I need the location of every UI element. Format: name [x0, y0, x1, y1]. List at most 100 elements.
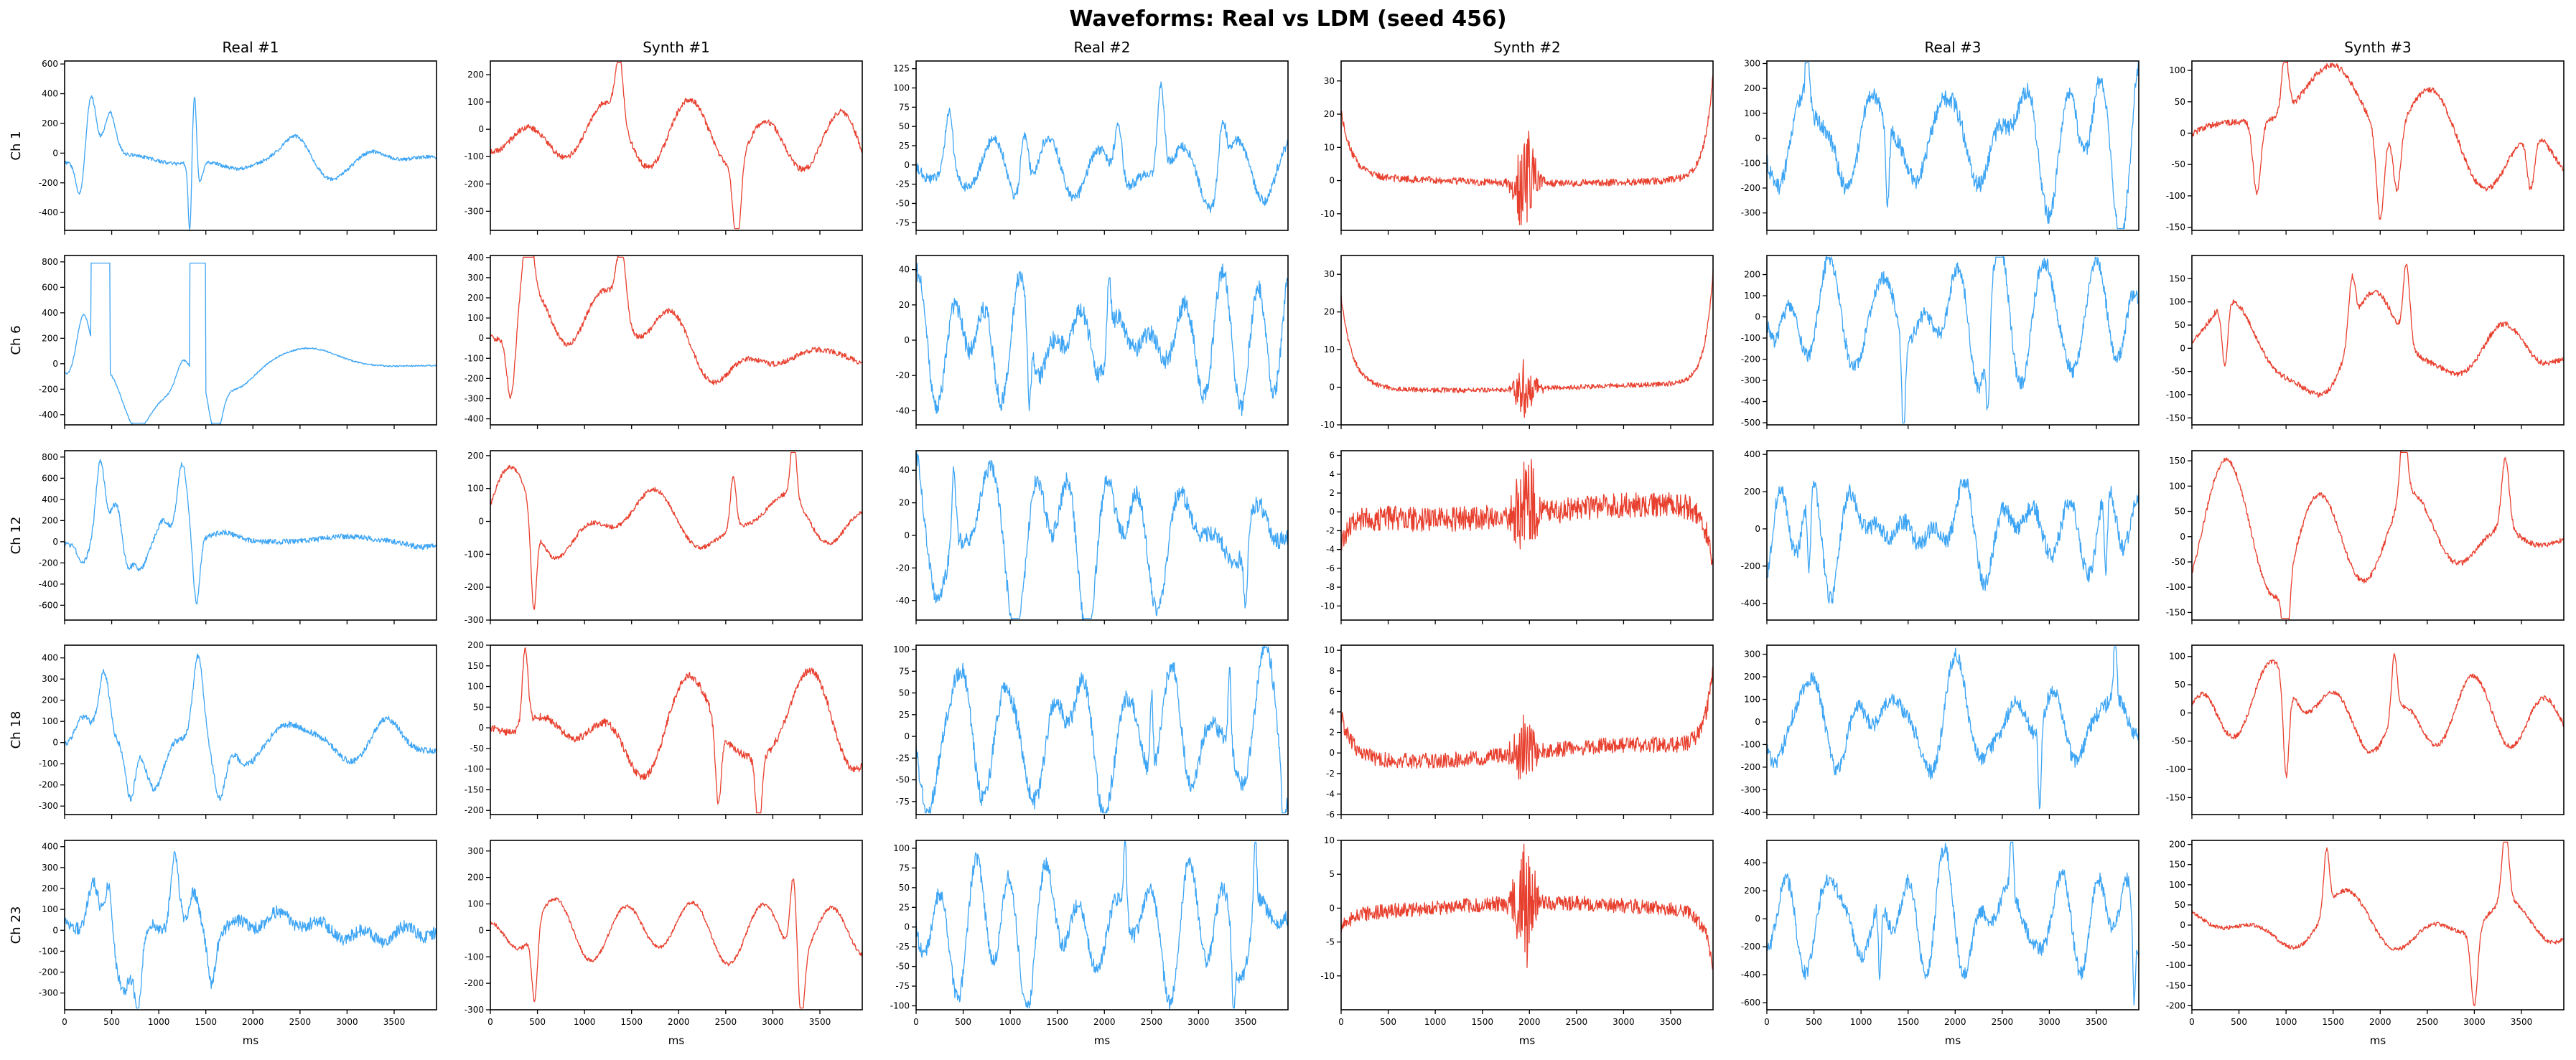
- y-tick-label: 300: [1744, 58, 1760, 68]
- synth-waveform-line: [1340, 459, 1714, 566]
- x-tick-label: 500: [2231, 1017, 2247, 1027]
- axes-frame: [1766, 60, 2139, 231]
- real-waveform-line: [915, 644, 1289, 814]
- y-tick-label: 200: [42, 118, 58, 128]
- y-tick-label: 2: [1329, 488, 1335, 498]
- figure-title: Waveforms: Real vs LDM (seed 456): [1069, 6, 1506, 32]
- subplot: -75 -50 -25 0 25 50 75 100 125: [893, 60, 1289, 235]
- y-tick-label: -300: [1741, 208, 1760, 218]
- y-tick-label: -600: [1741, 998, 1760, 1008]
- subplot: -10 0 10 20 30: [1320, 255, 1714, 430]
- y-tick-label: 100: [467, 899, 484, 909]
- y-tick-label: -200: [39, 780, 58, 790]
- x-tick-label: 0: [913, 1017, 919, 1027]
- y-tick-label: -200: [39, 967, 58, 977]
- y-tick-label: 10: [1324, 835, 1335, 845]
- y-tick-label: 50: [2175, 320, 2185, 330]
- y-tick-label: -300: [1741, 784, 1760, 794]
- x-tick-label: 500: [529, 1017, 546, 1027]
- x-tick-label: 0: [1764, 1017, 1770, 1027]
- synth-waveform-line: [1340, 843, 1714, 970]
- x-tick-label: 1000: [148, 1017, 170, 1027]
- y-tick-label: -50: [2171, 557, 2185, 567]
- y-tick-label: 0: [1329, 176, 1335, 186]
- y-tick-label: 150: [2169, 456, 2185, 466]
- x-tick-label: 1500: [1897, 1017, 1919, 1027]
- y-tick-label: -400: [1741, 397, 1760, 407]
- y-tick-label: 25: [899, 902, 910, 912]
- y-tick-label: 200: [1744, 886, 1760, 896]
- x-tick-label: 3500: [2086, 1017, 2108, 1027]
- y-tick-label: 150: [467, 661, 484, 671]
- y-tick-label: 0: [904, 160, 910, 170]
- subplot: -300 -200 -100 0 100 200: [465, 60, 863, 235]
- x-tick-label: 2000: [1944, 1017, 1966, 1027]
- x-tick-label: 0: [2189, 1017, 2195, 1027]
- x-tick-label: 1500: [1471, 1017, 1493, 1027]
- y-tick-label: 100: [467, 682, 484, 692]
- column-title: Real #2: [1074, 39, 1131, 56]
- y-tick-label: -100: [2166, 191, 2185, 201]
- y-tick-label: 20: [899, 300, 910, 310]
- y-tick-label: 0: [2180, 343, 2185, 353]
- y-tick-label: 125: [893, 64, 910, 74]
- axes-frame: [490, 255, 863, 426]
- axes-frame: [1340, 840, 1714, 1010]
- x-tick-label: 2000: [1518, 1017, 1541, 1027]
- column-title: Real #1: [223, 39, 279, 56]
- y-tick-label: -8: [1326, 582, 1335, 592]
- y-tick-label: 75: [899, 102, 910, 112]
- y-tick-label: 600: [42, 473, 58, 483]
- y-tick-label: 6: [1329, 451, 1335, 461]
- y-tick-label: -200: [1741, 355, 1760, 365]
- y-tick-label: 30: [1324, 76, 1335, 86]
- y-tick-label: -200: [465, 978, 484, 988]
- y-tick-label: -10: [1320, 420, 1335, 430]
- axes-frame: [64, 644, 437, 815]
- x-tick-label: 1000: [574, 1017, 596, 1027]
- x-tick-label: 0: [1338, 1017, 1344, 1027]
- real-waveform-line: [915, 840, 1289, 1010]
- y-tick-label: -100: [465, 353, 484, 363]
- y-tick-label: -25: [895, 942, 910, 952]
- row-label: Ch 18: [9, 711, 24, 749]
- y-tick-label: -200: [1741, 561, 1760, 571]
- y-tick-label: 4: [1329, 469, 1335, 479]
- y-tick-label: 40: [899, 265, 910, 275]
- axes-frame: [64, 255, 437, 426]
- y-tick-label: -100: [1741, 158, 1760, 168]
- y-tick-label: -200: [465, 373, 484, 383]
- y-tick-label: 0: [1329, 383, 1335, 393]
- y-tick-label: -100: [2166, 582, 2185, 592]
- y-tick-label: 200: [42, 333, 58, 343]
- y-tick-label: 200: [467, 70, 484, 80]
- synth-waveform-line: [1340, 666, 1714, 780]
- y-tick-label: -4: [1326, 545, 1335, 555]
- subplot: -500 -400 -300 -200 -100 0 100 200: [1741, 255, 2139, 429]
- y-tick-label: 0: [478, 925, 484, 935]
- axes-frame: [1340, 60, 1714, 231]
- y-tick-label: 400: [1744, 449, 1760, 459]
- subplot: -40 -20 0 20 40: [895, 450, 1289, 624]
- subplot: -6 -4 -2 0 2 4 6 8 10: [1324, 644, 1714, 820]
- y-tick-label: 100: [2169, 65, 2185, 75]
- y-tick-label: 0: [1755, 914, 1760, 924]
- subplot: -400 -300 -200 -100 0 100 200 300: [1741, 644, 2139, 819]
- x-tick-label: 2500: [289, 1017, 312, 1027]
- x-tick-label: 2000: [242, 1017, 264, 1027]
- x-tick-label: 3500: [383, 1017, 406, 1027]
- y-tick-label: 0: [904, 922, 910, 932]
- y-tick-label: 50: [473, 702, 484, 712]
- y-tick-label: 400: [42, 89, 58, 99]
- synth-waveform-line: [2191, 263, 2565, 398]
- x-tick-label: 3000: [336, 1017, 358, 1027]
- y-tick-label: -75: [895, 797, 910, 807]
- y-tick-label: 0: [52, 359, 58, 369]
- x-tick-label: 3500: [1660, 1017, 1682, 1027]
- y-tick-label: -200: [1741, 942, 1760, 952]
- y-tick-label: 0: [478, 124, 484, 134]
- axes-frame: [1766, 840, 2139, 1010]
- y-tick-label: 100: [2169, 297, 2185, 307]
- y-tick-label: -400: [39, 207, 58, 217]
